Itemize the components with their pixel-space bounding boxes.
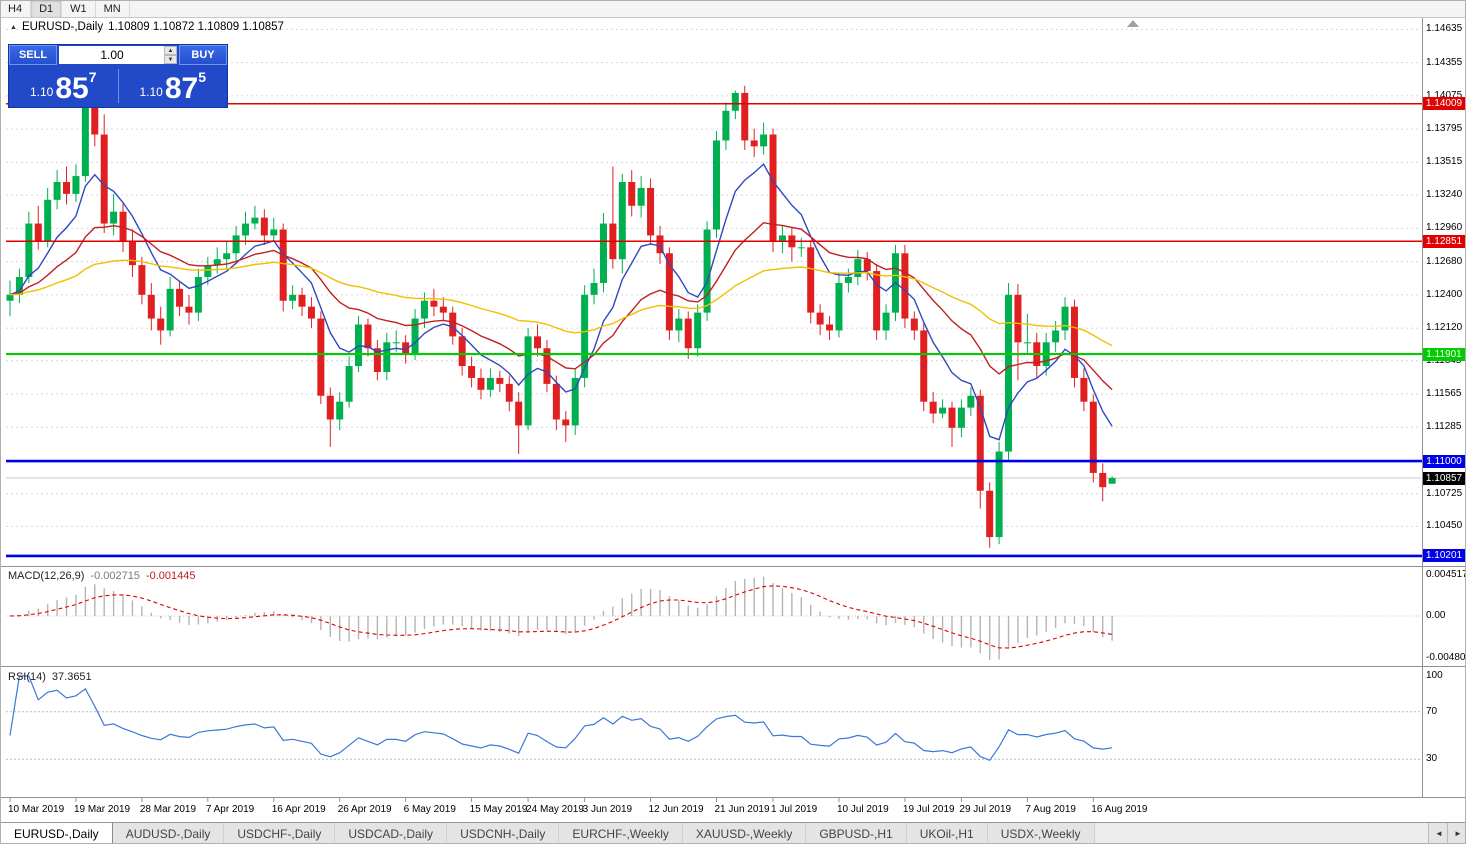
timeframe-toolbar: H4 D1 W1 MN [0, 0, 1466, 18]
chart-tabs-list: EURUSD-,Daily AUDUSD-,Daily USDCHF-,Daily U… [0, 823, 1095, 844]
rsi-indicator-label: RSI(14) 37.3651 [8, 671, 92, 683]
buy-price-main: 87 [164, 72, 199, 105]
chart-tab-eurusd-daily[interactable]: EURUSD-,Daily [0, 823, 113, 844]
chart-symbol-period: EURUSD-,Daily [21, 21, 104, 33]
volume-increase-button[interactable]: ▲ [164, 46, 177, 55]
tab-scroll-left-icon[interactable]: ◄ [1428, 823, 1447, 844]
sell-price-pip: 7 [88, 69, 97, 85]
buy-button[interactable]: BUY [179, 45, 227, 65]
buy-price-prefix: 1.10 [139, 85, 163, 99]
chart-tab-eurchf-weekly[interactable]: EURCHF-,Weekly [559, 823, 683, 844]
macd-signal-line [9, 585, 1113, 649]
volume-decrease-button[interactable]: ▼ [164, 55, 177, 64]
ma-55-line [9, 259, 1113, 347]
chart-tab-xauusd-weekly[interactable]: XAUUSD-,Weekly [682, 823, 807, 844]
tab-scroll-controls: ◄ ► [1428, 823, 1466, 844]
rsi-name: RSI(14) [8, 671, 46, 683]
chart-tab-usdx-weekly[interactable]: USDX-,Weekly [987, 823, 1095, 844]
timeframe-mn-button[interactable]: MN [96, 0, 130, 17]
buy-price-pip: 5 [198, 69, 207, 85]
ma-21-line [9, 221, 1113, 391]
sell-price-display[interactable]: 1.10 85 7 [9, 65, 118, 107]
volume-field-wrap: ▲ ▼ [59, 46, 177, 64]
chart-tab-usdcnh-daily[interactable]: USDCNH-,Daily [447, 823, 560, 844]
rsi-line [9, 675, 1113, 762]
candlesticks [6, 47, 1116, 548]
ma-8-line [9, 162, 1113, 441]
chart-tab-audusd-daily[interactable]: AUDUSD-,Daily [112, 823, 225, 844]
sell-price-prefix: 1.10 [29, 85, 54, 99]
volume-input[interactable] [59, 46, 177, 64]
timeframe-d1-button[interactable]: D1 [31, 0, 63, 17]
macd-indicator-label: MACD(12,26,9) -0.002715 -0.001445 [8, 570, 196, 582]
tab-scroll-right-icon[interactable]: ► [1447, 823, 1466, 844]
macd-signal-value: -0.001445 [145, 570, 196, 582]
chart-shift-marker-icon[interactable] [1127, 20, 1139, 27]
price-divider [117, 69, 119, 103]
buy-price-display[interactable]: 1.10 87 5 [119, 65, 228, 107]
chart-ohlc-values: 1.10809 1.10872 1.10809 1.10857 [108, 21, 284, 33]
chart-marker-icon: ▲ [10, 23, 17, 31]
macd-main-value: -0.002715 [90, 570, 140, 582]
macd-histogram [18, 576, 1113, 660]
timeframe-w1-button[interactable]: W1 [62, 0, 96, 17]
sell-price-main: 85 [55, 72, 89, 105]
rsi-value: 37.3651 [51, 671, 92, 683]
chart-tab-gbpusd-h1[interactable]: GBPUSD-,H1 [806, 823, 907, 844]
volume-spinner: ▲ ▼ [164, 46, 177, 64]
sell-button[interactable]: SELL [9, 45, 57, 65]
chart-tabs-bar: EURUSD-,Daily AUDUSD-,Daily USDCHF-,Daily U… [0, 822, 1466, 844]
chart-tab-usdchf-daily[interactable]: USDCHF-,Daily [224, 823, 336, 844]
chart-tab-usdcad-daily[interactable]: USDCAD-,Daily [335, 823, 448, 844]
timeframe-h4-button[interactable]: H4 [0, 0, 32, 17]
macd-name: MACD(12,26,9) [8, 570, 85, 582]
chart-tab-ukoil-h1[interactable]: UKOil-,H1 [906, 823, 988, 844]
chart-ohlc-title: ▲ EURUSD-,Daily 1.10809 1.10872 1.10809 … [10, 21, 284, 33]
